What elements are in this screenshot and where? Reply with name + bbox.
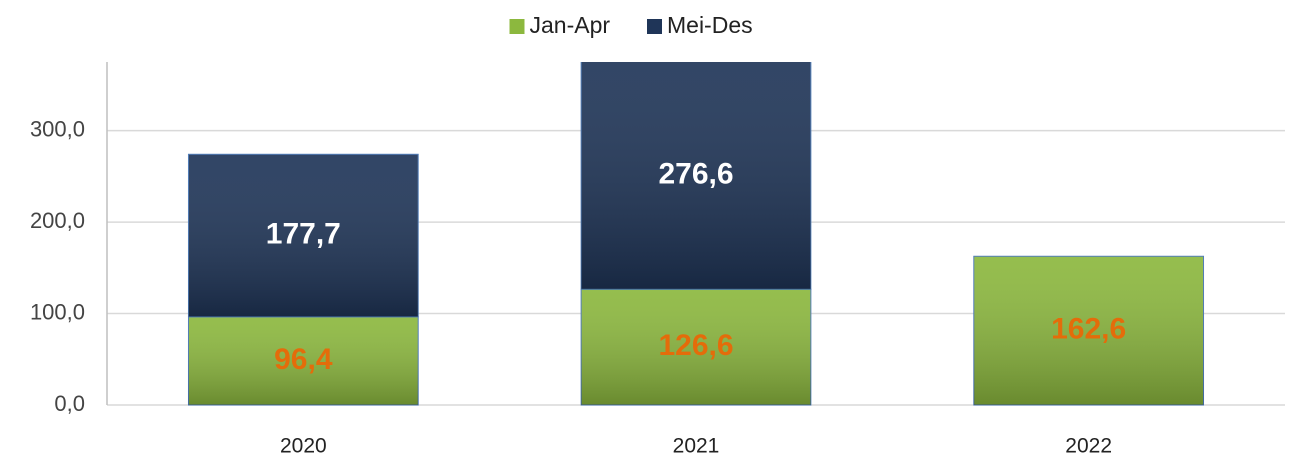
legend-swatch <box>509 19 525 34</box>
y-tick-label: 0,0 <box>54 391 85 416</box>
legend-label: Mei-Des <box>667 12 753 38</box>
bar-shade <box>973 256 1204 405</box>
bar-shade <box>581 62 811 290</box>
x-tick-label: 2020 <box>280 435 327 458</box>
data-label: 162,6 <box>1051 313 1126 346</box>
x-tick-label: 2021 <box>673 435 720 458</box>
bar-shade <box>581 289 811 405</box>
data-label: 276,6 <box>658 158 733 191</box>
bar-shade <box>188 316 419 405</box>
data-label: 177,7 <box>266 217 341 250</box>
bar-shade <box>188 154 419 317</box>
legend-swatch <box>647 19 662 34</box>
x-tick-label: 2022 <box>1065 435 1112 458</box>
y-tick-label: 100,0 <box>30 299 85 324</box>
data-label: 96,4 <box>274 343 333 376</box>
y-tick-label: 200,0 <box>30 208 85 233</box>
y-tick-label: 300,0 <box>30 116 85 141</box>
legend-label: Jan-Apr <box>530 12 611 38</box>
data-label: 126,6 <box>658 329 733 362</box>
